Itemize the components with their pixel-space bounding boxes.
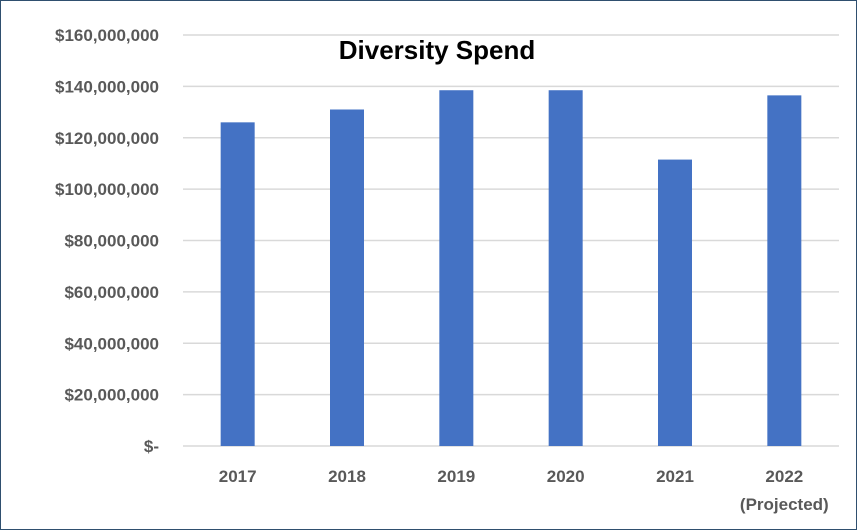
x-tick-sublabel: (Projected) [740,495,829,514]
bar-2020 [548,90,583,447]
bar-2018 [330,109,364,447]
bars [220,90,802,447]
x-axis-ticks: 2017 2018 2019 2020 2021 2022 (Projected) [219,467,829,514]
x-tick-label: 2018 [328,467,366,486]
chart-title: Diversity Spend [339,35,536,65]
y-tick-label: $80,000,000 [64,232,159,251]
y-tick-label: $20,000,000 [64,386,159,405]
y-tick-label: $40,000,000 [64,334,159,353]
bar-2019 [439,90,474,447]
bar-2022 [767,95,802,446]
gridlines [183,34,839,447]
bar-2017 [220,122,255,447]
y-tick-label: $160,000,000 [55,26,159,45]
bar-2021 [658,159,692,446]
x-tick-label: 2020 [547,467,585,486]
x-tick-label: 2019 [437,467,475,486]
y-axis-ticks: $- $20,000,000 $40,000,000 $60,000,000 $80,0… [55,26,159,456]
x-tick-label: 2022 [765,467,803,486]
y-tick-label: $100,000,000 [55,180,159,199]
x-tick-label: 2021 [656,467,694,486]
y-tick-label: $140,000,000 [55,77,159,96]
y-tick-label: $120,000,000 [55,129,159,148]
y-tick-label: $- [144,437,159,456]
y-tick-label: $60,000,000 [64,283,159,302]
x-tick-label: 2017 [219,467,257,486]
